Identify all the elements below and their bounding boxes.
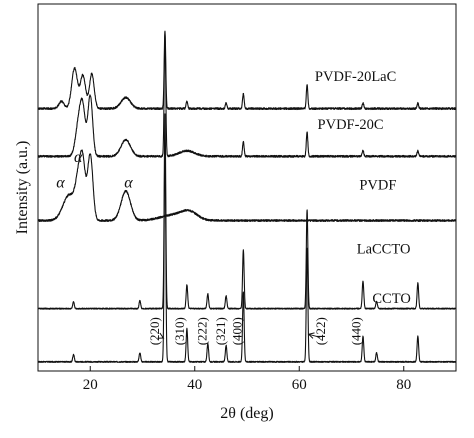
peak-label: (440) [349, 317, 364, 345]
peak-arrow [308, 333, 321, 338]
x-axis-label: 2θ (deg) [220, 405, 273, 422]
peak-label: (310) [172, 317, 187, 345]
trace-ccto [37, 140, 457, 363]
annotations: PVDF-20LaC PVDF-20C PVDF LaCCTO CCTO (220) (31… [56, 69, 411, 345]
peak-label: (422) [313, 317, 328, 345]
series-label-ccto: CCTO [372, 291, 410, 307]
trace-pvdf-20c [37, 33, 457, 158]
peak-label: (220) [147, 317, 162, 345]
series-label-pvdf-20c: PVDF-20C [318, 117, 384, 133]
x-tick-label: 80 [396, 377, 411, 393]
peak-label: (321) [213, 317, 228, 345]
peak-arrow-head [157, 332, 165, 339]
series-label-pvdf-20lac: PVDF-20LaC [315, 69, 396, 85]
x-tick-label: 60 [292, 377, 307, 393]
peak-label: (400) [230, 317, 245, 345]
trace-pvdf [37, 149, 457, 222]
plot-frame [37, 3, 457, 372]
alpha-phase-label: α [124, 175, 133, 192]
y-axis-label: Intensity (a.u.) [14, 141, 31, 235]
series-label-laccto: LaCCTO [357, 242, 411, 258]
series-label-pvdf: PVDF [359, 177, 396, 193]
x-axis-ticks: 20 40 60 80 [83, 366, 411, 393]
alpha-phase-label: α [74, 149, 83, 166]
alpha-phase-label: α [56, 175, 65, 192]
x-tick-label: 40 [187, 377, 202, 393]
peak-arrow-head [307, 332, 315, 339]
x-tick-label: 20 [83, 377, 98, 393]
trace-pvdf-20lac [37, 30, 457, 111]
peak-label: (222) [195, 317, 210, 345]
series-traces [37, 30, 457, 363]
trace-laccto [37, 113, 457, 310]
